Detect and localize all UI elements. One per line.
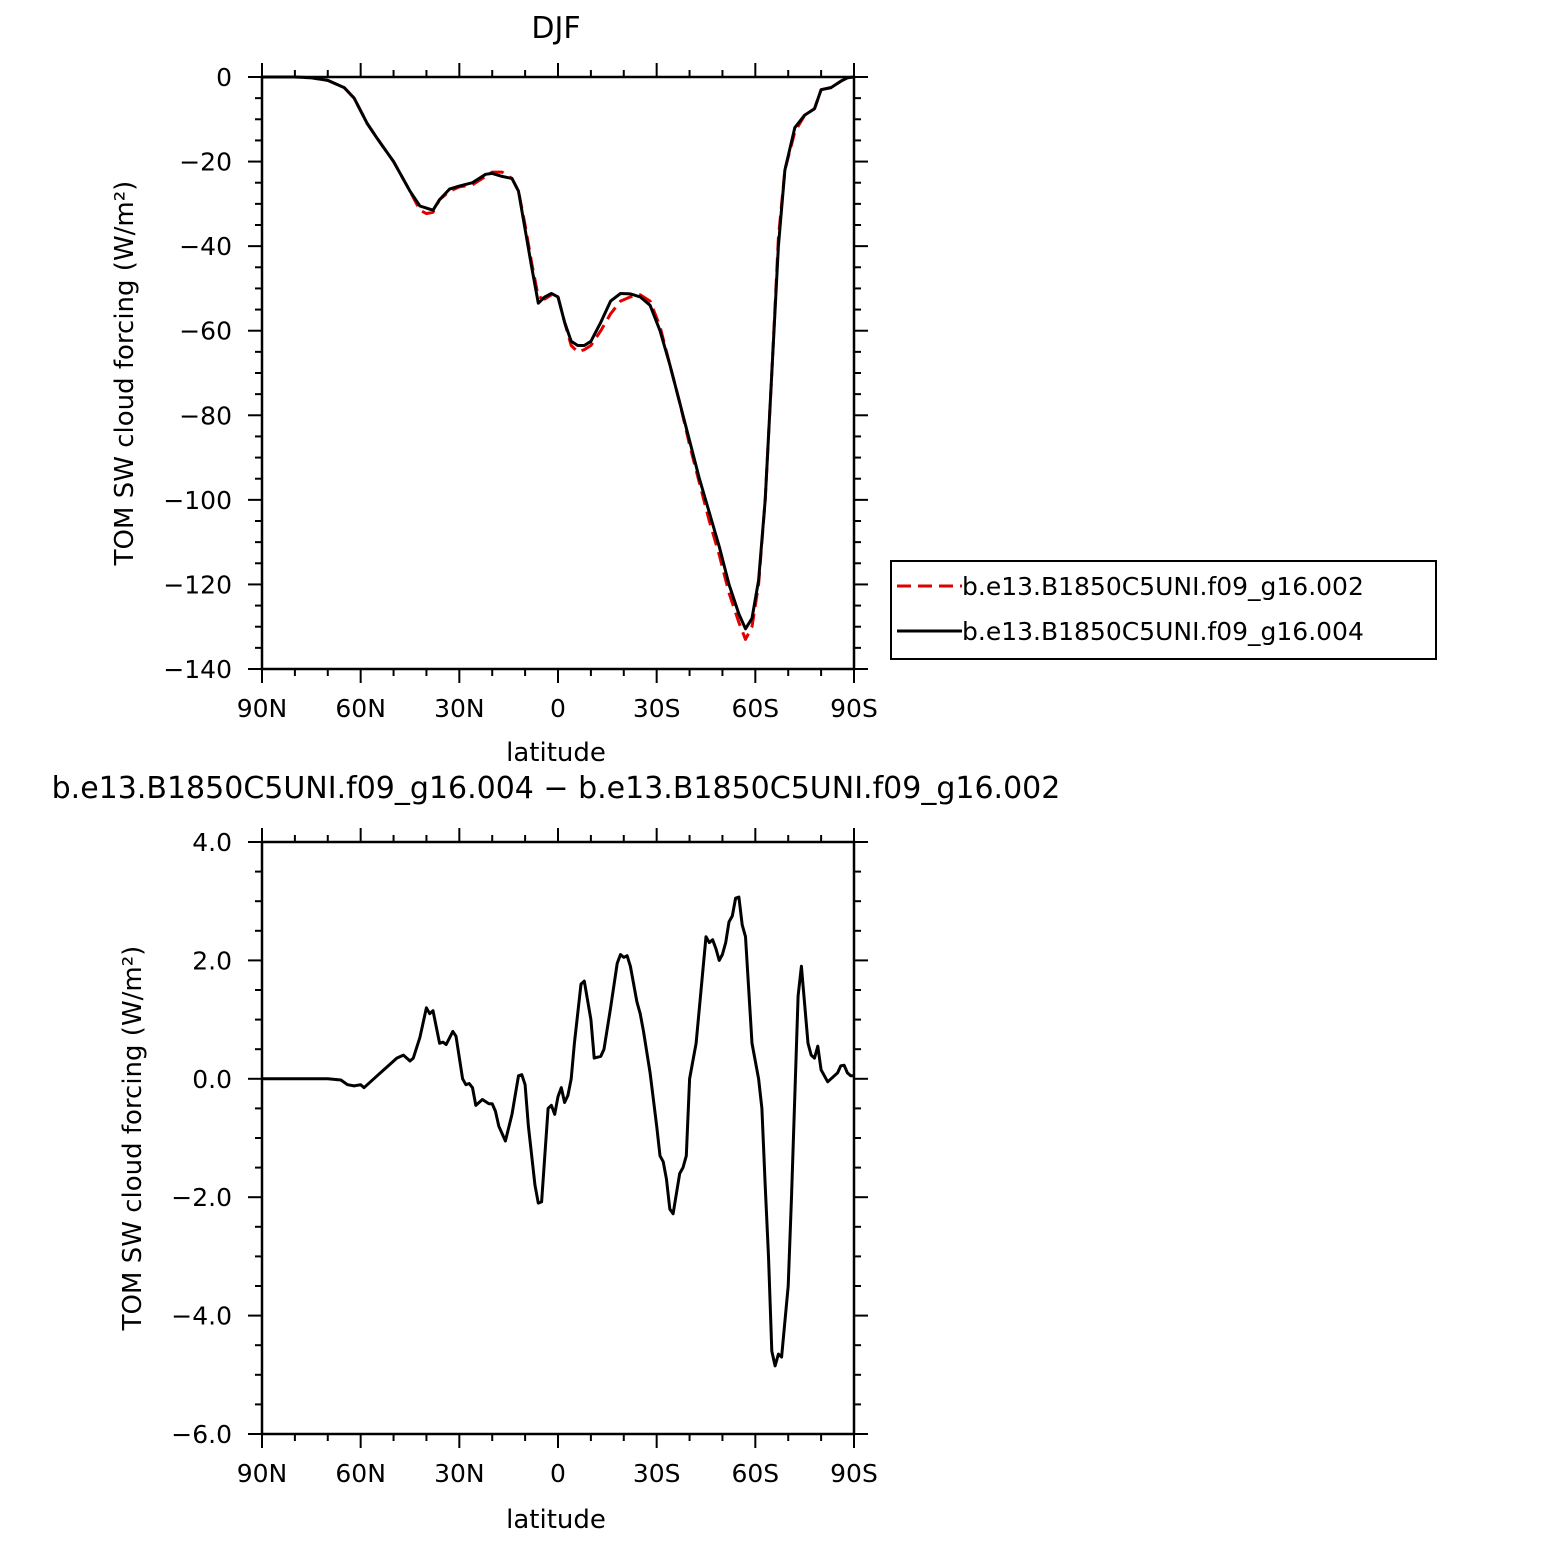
x-axis-label: latitude [506,1505,606,1535]
x-tick-label: 30S [633,694,681,723]
bottom-panel: b.e13.B1850C5UNI.f09_g16.004 − b.e13.B18… [52,771,1061,1535]
plot-frame [260,75,856,671]
x-tick-label: 30S [633,1459,681,1488]
series-line-1 [262,75,855,641]
y-tick-label: −2.0 [171,1183,232,1212]
series-line-2 [262,75,855,631]
x-tick-label: 90S [830,1459,878,1488]
y-tick-label: −60 [179,317,232,346]
y-tick-label: 0.0 [192,1065,232,1094]
chart-title: DJF [531,11,580,46]
tick-group: 90N 60N 30N 0 30S 60S 90S 0 −20 −40 −60 −80 −100 −120… [163,63,878,723]
x-axis-label: latitude [506,738,606,768]
x-tick-label: 0 [550,1459,566,1488]
y-tick-label: 2.0 [192,946,232,975]
y-tick-label: 4.0 [192,828,232,857]
y-tick-label: −6.0 [171,1420,232,1449]
difference-chart-title: b.e13.B1850C5UNI.f09_g16.004 − b.e13.B18… [52,771,1061,806]
plot-frame [260,840,856,1436]
legend-entry-series-1: b.e13.B1850C5UNI.f09_g16.002 [962,572,1364,601]
y-tick-label: −140 [163,655,232,684]
y-tick-label: 0 [216,63,232,92]
legend-box [890,560,1437,660]
plot-series-group [262,75,855,641]
top-panel: DJF 90N 60N 30N 0 30S 60S 90S 0 −20 −40 −60 −80 −100… [110,11,878,768]
y-tick-label: −100 [163,486,232,515]
y-tick-label: −4.0 [171,1302,232,1331]
x-tick-label: 90N [237,694,288,723]
tick-group: 90N 60N 30N 0 30S 60S 90S 4.0 2.0 0.0 −2.0 −4.0 −6.0 [171,828,878,1488]
y-axis-label: TOM SW cloud forcing (W/m²) [118,946,148,1332]
x-tick-label: 90S [830,694,878,723]
y-tick-label: −20 [179,148,232,177]
legend: b.e13.B1850C5UNI.f09_g16.002 b.e13.B1850… [890,560,1437,660]
y-tick-label: −80 [179,401,232,430]
x-tick-label: 0 [550,694,566,723]
y-tick-label: −40 [179,232,232,261]
x-tick-label: 60N [335,694,386,723]
x-tick-label: 90N [237,1459,288,1488]
x-tick-label: 60S [731,1459,779,1488]
x-tick-label: 60S [731,694,779,723]
y-tick-label: −120 [163,570,232,599]
x-tick-label: 30N [434,694,485,723]
series-line-1 [262,895,854,1368]
y-axis-label: TOM SW cloud forcing (W/m²) [110,181,140,567]
legend-entry-series-2: b.e13.B1850C5UNI.f09_g16.004 [962,617,1364,646]
x-tick-label: 30N [434,1459,485,1488]
x-tick-label: 60N [335,1459,386,1488]
plot-series-group [262,895,854,1368]
